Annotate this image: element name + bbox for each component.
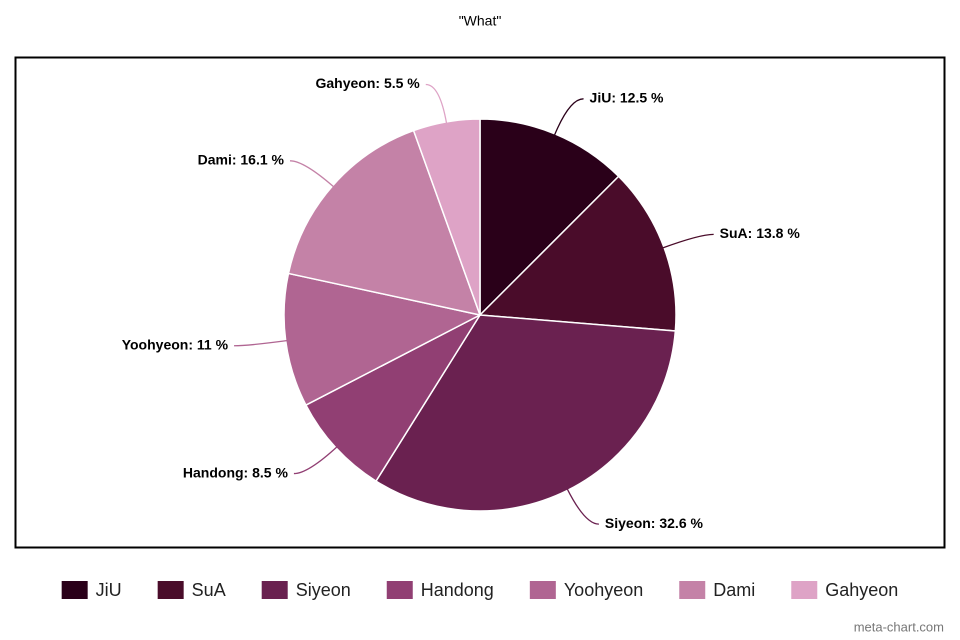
data-label: SuA: 13.8 % — [720, 225, 801, 241]
watermark: meta-chart.com — [854, 619, 944, 634]
chart-title: "What" — [459, 13, 502, 29]
legend-swatch — [157, 581, 184, 599]
data-label: Gahyeon: 5.5 % — [316, 75, 421, 91]
legend-swatch — [386, 581, 413, 599]
legend-swatch — [261, 581, 288, 599]
legend-swatch — [679, 581, 706, 599]
data-label: Yoohyeon: 11 % — [122, 336, 229, 352]
legend-label: Gahyeon — [825, 580, 898, 600]
leader-line — [234, 339, 288, 347]
data-label: Dami: 16.1 % — [198, 152, 285, 168]
legend-swatch — [791, 581, 818, 599]
leader-line — [661, 233, 714, 249]
legend-swatch — [61, 581, 88, 599]
leader-line — [293, 445, 338, 475]
legend-label: Siyeon — [296, 580, 351, 600]
legend-label: SuA — [192, 580, 226, 600]
data-label: JiU: 12.5 % — [590, 90, 664, 106]
plot-frame — [14, 56, 946, 549]
legend-label: JiU — [96, 580, 122, 600]
legend-swatch — [529, 581, 556, 599]
leader-line — [425, 83, 448, 125]
leader-line — [566, 488, 599, 525]
legend-label: Handong — [421, 580, 494, 600]
leader-line — [553, 98, 584, 137]
legend-label: Dami — [713, 580, 755, 600]
data-label: Handong: 8.5 % — [183, 464, 289, 480]
leader-line — [289, 160, 335, 188]
legend-label: Yoohyeon — [564, 580, 643, 600]
data-label: Siyeon: 32.6 % — [605, 515, 704, 531]
